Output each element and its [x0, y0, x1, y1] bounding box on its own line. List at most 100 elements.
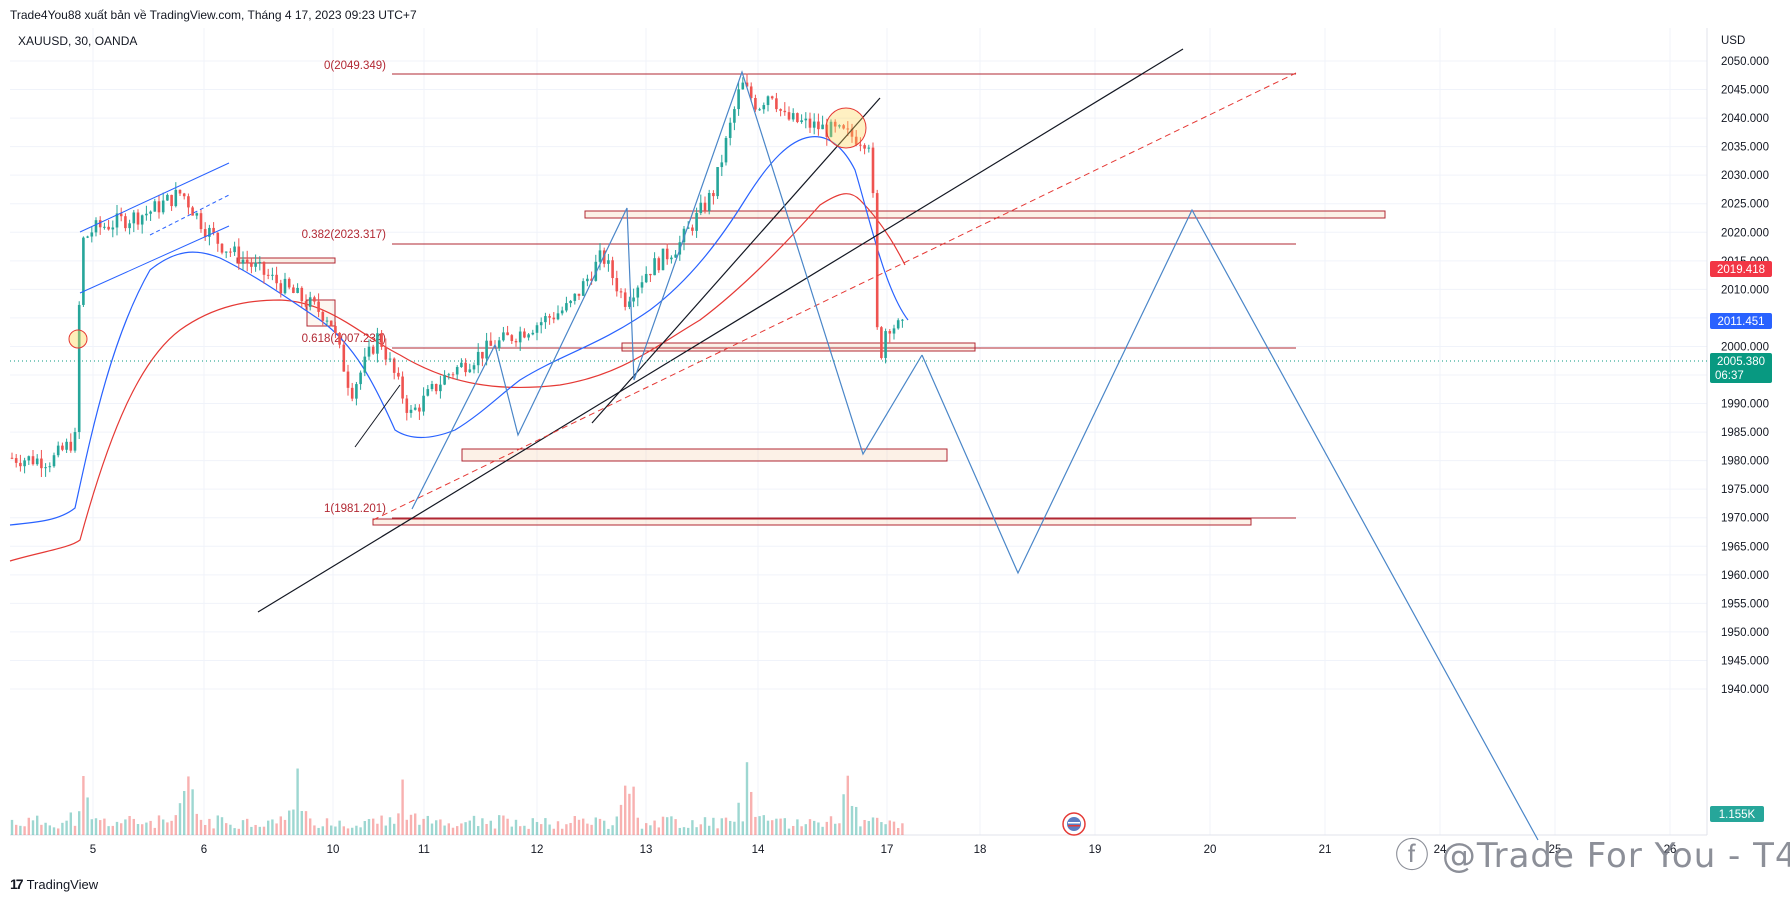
volume-bar	[850, 805, 854, 835]
candle-body	[728, 122, 732, 138]
time-axis-ticks[interactable]: 5 6 10 11 12 13 14 17 18 19 20 21 24 25 26	[90, 844, 1677, 856]
price-tick-label: 1950.000	[1721, 627, 1769, 639]
volume-bar	[40, 824, 43, 835]
candle-body	[451, 374, 455, 376]
trendline-short[interactable]	[591, 97, 881, 424]
candle-body	[90, 232, 94, 237]
us-event-flag-icon[interactable]	[1062, 812, 1086, 836]
candle-body	[699, 202, 703, 213]
volume-bar	[817, 822, 820, 835]
volume-bar	[170, 820, 173, 835]
price-tick-label: 1960.000	[1721, 570, 1769, 582]
candle-body	[481, 351, 484, 359]
candle-body	[514, 341, 518, 343]
volume-bar	[657, 827, 660, 835]
price-tick-label: 2010.000	[1721, 284, 1769, 296]
candle-body	[434, 384, 438, 392]
price-tag-green-text: 2005.380	[1717, 356, 1765, 368]
candle-body	[128, 223, 131, 229]
price-tick-label: 1965.000	[1721, 541, 1769, 553]
candle-body	[413, 407, 417, 410]
candle-body	[523, 331, 526, 338]
volume-bar	[590, 824, 593, 835]
price-tick-label: 2035.000	[1721, 142, 1769, 154]
volume-bar	[195, 813, 198, 835]
candle-body	[607, 260, 610, 264]
candle-body	[304, 301, 308, 307]
zone-1981[interactable]	[372, 518, 1252, 526]
volume-bar	[699, 824, 702, 835]
zone-2007[interactable]	[621, 342, 976, 352]
volume-bar	[288, 810, 291, 835]
fibonacci-retracement[interactable]: 0(2049.349) 0.382(2023.317) 0.618(2007.2…	[302, 60, 1296, 519]
volume-bar	[246, 818, 249, 835]
price-tag-red[interactable]: 2019.418	[1710, 261, 1772, 277]
candle-body	[611, 260, 614, 279]
candle-body	[581, 281, 585, 296]
candle-body	[350, 387, 354, 399]
volume-bar	[771, 820, 774, 835]
candle-body	[346, 371, 350, 388]
candle-body	[308, 297, 312, 307]
candle-body	[258, 261, 262, 263]
zone-2028[interactable]	[584, 210, 1386, 219]
candle-body	[199, 213, 203, 230]
price-tag-blue[interactable]: 2011.451	[1710, 313, 1772, 329]
candle-body	[770, 96, 774, 99]
volume-bar	[871, 817, 875, 835]
candle-body	[460, 362, 463, 368]
candle-body	[409, 409, 413, 413]
volume-bar	[561, 828, 564, 835]
volume-bar	[867, 821, 870, 835]
candle-body	[892, 328, 896, 334]
trendline-long[interactable]	[257, 48, 1184, 613]
volume-bar	[527, 828, 530, 835]
trendline-dashed[interactable]	[372, 72, 1297, 521]
volume-bar	[367, 819, 371, 835]
volume-bar	[422, 818, 425, 835]
candle-body	[880, 327, 883, 358]
highlight-circle-top[interactable]	[825, 107, 867, 149]
volume-bar	[598, 818, 602, 835]
candle-body	[615, 278, 619, 292]
time-tick-label: 17	[881, 844, 894, 856]
candle-body	[325, 320, 329, 322]
volume-bar	[334, 826, 337, 835]
time-tick-label: 13	[640, 844, 653, 856]
facebook-icon: ⓕ	[1395, 836, 1430, 876]
zone-1991[interactable]	[461, 448, 948, 462]
candle-body	[455, 367, 459, 375]
volume-bar	[52, 827, 56, 835]
volume-bar	[351, 827, 354, 835]
candle-body	[573, 293, 577, 301]
candle-body	[10, 457, 14, 459]
zone-2021[interactable]	[236, 257, 336, 264]
volume-bar	[468, 820, 471, 835]
candle-body	[762, 105, 766, 110]
volume-bar	[842, 794, 845, 835]
highlight-circle-left[interactable]	[68, 329, 88, 349]
volume-bar	[607, 828, 610, 835]
volume-bar	[166, 822, 169, 835]
candle-body	[535, 325, 539, 333]
candle-body	[716, 167, 719, 197]
trend-lines[interactable]	[257, 48, 1297, 613]
price-tick-label: 2025.000	[1721, 199, 1769, 211]
volume-bar	[262, 826, 266, 835]
volume-bar	[624, 785, 627, 835]
volume-bar	[61, 822, 64, 835]
volume-bar	[220, 817, 224, 835]
candle-body	[665, 248, 669, 260]
price-tag-green[interactable]: 2005.380 06:37	[1710, 353, 1772, 383]
candle-body	[254, 262, 257, 267]
tradingview-logo[interactable]: 17 TradingView	[10, 876, 98, 892]
candle-body	[237, 246, 241, 264]
candle-body	[245, 259, 249, 264]
volume-tag[interactable]: 1.155K	[1710, 806, 1764, 822]
volume-bar	[733, 821, 736, 835]
candle-body	[602, 250, 606, 264]
volume-bar	[863, 819, 866, 835]
volume-bar	[304, 811, 308, 835]
candle-body	[166, 194, 169, 201]
